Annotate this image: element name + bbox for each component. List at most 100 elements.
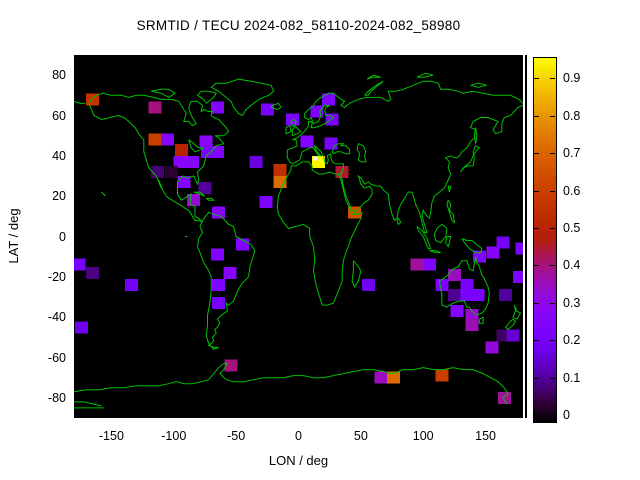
- x-tick-label: 50: [353, 429, 368, 443]
- colorbar-tick-mark: [550, 115, 555, 117]
- heatmap-cell: [506, 329, 520, 342]
- y-tick-label: 40: [52, 148, 66, 163]
- heatmap-cell: [361, 278, 375, 291]
- coastline: [286, 144, 344, 175]
- heatmap-cell: [496, 329, 510, 342]
- coastline: [364, 80, 384, 96]
- y-tick-label: 60: [52, 108, 66, 123]
- heatmap-cell: [325, 113, 339, 126]
- heatmap-cell: [465, 319, 479, 332]
- colorbar-tick-mark: [534, 377, 539, 379]
- colorbar-tick-mark: [550, 415, 555, 416]
- coastline: [356, 143, 367, 163]
- heatmap-cell: [148, 133, 162, 146]
- heatmap-cell: [164, 166, 178, 178]
- colorbar-tick-mark: [550, 302, 555, 304]
- coastline: [285, 124, 292, 135]
- coastline: [429, 250, 441, 254]
- colorbar-tick-label: 0.4: [563, 258, 581, 273]
- heatmap-cell: [198, 182, 212, 195]
- coastline: [101, 191, 106, 197]
- coastline: [331, 143, 351, 155]
- coastline: [193, 191, 206, 197]
- heatmap-cell: [201, 145, 214, 158]
- x-tick-label: -100: [161, 429, 187, 443]
- heatmap-cell: [460, 289, 474, 301]
- colorbar-tick-mark: [534, 340, 539, 342]
- heatmap-cell: [186, 155, 199, 168]
- y-tick-label: -40: [47, 310, 66, 325]
- colorbar-tick-label: 0.9: [563, 71, 581, 86]
- heatmap-cell: [450, 305, 464, 318]
- coastline: [447, 185, 452, 193]
- colorbar-tick-label: 0.8: [563, 108, 581, 123]
- heatmap-cell: [499, 289, 512, 301]
- colorbar-tick-mark: [550, 153, 555, 155]
- coastline: [473, 127, 478, 144]
- heatmap-cell: [374, 371, 388, 384]
- heatmap-cell: [460, 278, 474, 291]
- heatmap-cell: [210, 145, 224, 158]
- heatmap-cell: [435, 278, 449, 291]
- colorbar-tick-label: 0.2: [563, 333, 581, 348]
- heatmap-cell: [174, 143, 188, 156]
- coastline: [512, 304, 522, 320]
- heatmap-cell: [86, 266, 100, 279]
- heatmap-cell: [151, 166, 165, 178]
- colorbar-tick-label: 0.6: [563, 183, 581, 198]
- colorbar-tick-mark: [534, 265, 539, 267]
- heatmap-cell: [285, 113, 299, 126]
- x-tick-label: 0: [295, 429, 302, 443]
- map-plot-area: [72, 55, 529, 418]
- coastline: [205, 197, 216, 201]
- coastline: [151, 88, 176, 98]
- colorbar-tick-mark: [534, 190, 539, 192]
- coastline: [351, 260, 362, 288]
- colorbar-tick-label: 0: [563, 408, 570, 422]
- colorbar-separator-line: [525, 55, 527, 418]
- heatmap-cell: [423, 258, 436, 271]
- coastline: [73, 363, 509, 405]
- heatmap-cell: [497, 391, 511, 404]
- heatmap-cell: [260, 103, 274, 116]
- coastline: [270, 102, 282, 111]
- heatmap-cell: [447, 289, 461, 301]
- heatmap-cell: [224, 359, 238, 372]
- colorbar-tick-mark: [550, 340, 555, 342]
- y-tick-label: 0: [59, 229, 66, 244]
- plot-title: SRMTID / TECU 2024-082_58110-2024-082_58…: [136, 18, 461, 33]
- colorbar-tick-mark: [550, 265, 555, 267]
- heatmap-cell: [273, 164, 287, 176]
- peak-white-spot: [313, 156, 317, 161]
- heatmap-cell: [72, 258, 86, 271]
- coastline: [478, 316, 484, 324]
- colorbar-tick-mark: [550, 228, 555, 229]
- coastline: [416, 226, 432, 250]
- y-tick-label: -80: [47, 390, 66, 405]
- colorbar-tick-mark: [534, 153, 539, 155]
- heatmap-cell: [465, 309, 479, 322]
- coastline: [396, 218, 402, 226]
- coastline: [290, 118, 302, 137]
- coastline: [461, 238, 483, 254]
- coastline: [433, 223, 448, 244]
- colorbar-tick-mark: [534, 228, 539, 229]
- coastline: [460, 145, 481, 173]
- heatmap-cell: [435, 369, 449, 382]
- y-axis-label: LAT / deg: [6, 208, 21, 264]
- coastline: [88, 92, 230, 223]
- coastline: [446, 199, 456, 224]
- colorbar-tick-mark: [550, 377, 555, 379]
- heatmap-cell: [321, 93, 335, 106]
- coastline: [188, 139, 204, 153]
- colorbar-tick-label: 0.7: [563, 146, 581, 161]
- colorbar-tick-label: 0.3: [563, 295, 581, 310]
- coastline: [366, 74, 381, 80]
- x-tick-label: 150: [475, 429, 496, 443]
- colorbar-tick-label: 0.5: [563, 221, 581, 235]
- heatmap-cell: [187, 194, 201, 207]
- heatmap-cell: [124, 278, 138, 291]
- x-axis-label: LON / deg: [268, 453, 329, 468]
- heatmap-cell: [173, 155, 187, 168]
- heatmap-cell: [512, 270, 526, 283]
